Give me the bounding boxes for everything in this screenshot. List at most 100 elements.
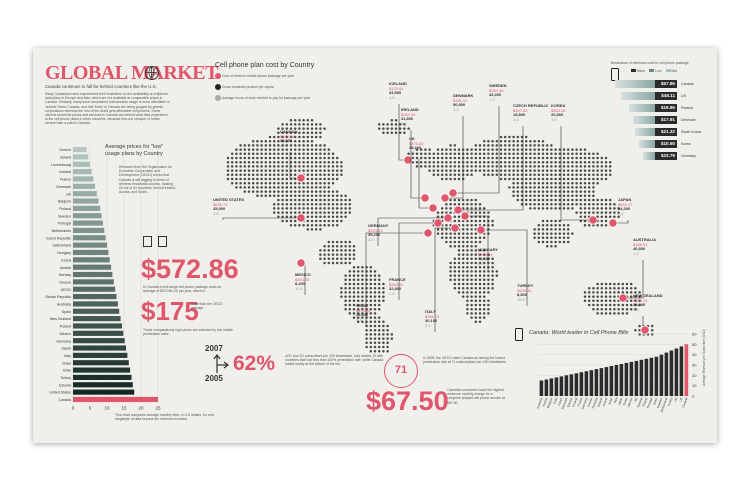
more-big-number: $175 [141, 296, 199, 326]
map-dot [491, 223, 494, 227]
map-dot [487, 291, 490, 294]
map-dot [482, 278, 486, 282]
country-marker[interactable] [640, 325, 650, 335]
map-dot [613, 299, 616, 303]
map-dot [617, 207, 620, 210]
map-dot [579, 160, 583, 164]
map-dot [436, 228, 440, 231]
map-dot [256, 186, 259, 189]
map-dot [369, 320, 373, 324]
country-marker[interactable] [440, 193, 450, 203]
map-dot [390, 337, 394, 340]
country-marker[interactable] [296, 213, 306, 223]
map-dot [365, 341, 368, 345]
map-dot [436, 169, 440, 172]
map-dot [298, 156, 301, 160]
map-dot [361, 274, 364, 277]
map-dot [495, 165, 499, 168]
category-label: Denmark [561, 397, 569, 410]
map-dot [508, 135, 511, 139]
map-dot [478, 160, 482, 164]
page-title: GLOBAL MARKET [45, 62, 218, 84]
map-dot [541, 198, 545, 202]
map-dot [419, 156, 423, 160]
map-dot [587, 198, 591, 202]
country-marker[interactable] [296, 173, 306, 183]
map-dot [293, 160, 297, 164]
map-dot [482, 274, 486, 277]
map-dot [554, 165, 557, 168]
map-dot [302, 211, 305, 214]
map-dot [512, 165, 515, 168]
map-dot [348, 303, 352, 307]
map-dot [482, 291, 486, 294]
tick-label: 60 [692, 332, 697, 337]
map-dot [587, 291, 591, 294]
map-dot [373, 286, 377, 290]
country-name: TURKEY [517, 283, 534, 288]
country-marker[interactable] [296, 258, 306, 268]
map-dot [327, 181, 331, 185]
map-dot [327, 186, 331, 189]
map-dot [361, 320, 364, 324]
map-dot [457, 249, 461, 252]
map-dot [554, 177, 557, 181]
map-dot [474, 249, 478, 252]
bar [609, 366, 614, 396]
map-dot [499, 169, 503, 172]
country-marker[interactable] [588, 215, 598, 225]
country-marker[interactable] [443, 213, 453, 223]
bar [73, 161, 90, 167]
map-dot [390, 118, 394, 122]
map-dot [533, 186, 536, 189]
map-dot [499, 165, 503, 168]
map-dot [545, 244, 549, 248]
map-dot [247, 181, 251, 185]
map-dot [289, 160, 293, 164]
country-cost: $475.80 [356, 307, 371, 313]
map-dot [382, 299, 385, 303]
country-marker[interactable] [608, 218, 618, 228]
bar [73, 191, 97, 197]
map-dot [327, 253, 331, 256]
map-dot [562, 240, 566, 244]
country-marker[interactable] [423, 228, 433, 238]
map-dot [302, 194, 305, 198]
country-marker[interactable] [433, 218, 443, 228]
map-dot [302, 127, 305, 130]
map-dot [545, 177, 549, 181]
country-marker[interactable] [476, 225, 486, 235]
map-dot [634, 307, 637, 311]
map-dot [256, 169, 259, 172]
country-marker[interactable] [420, 193, 430, 203]
map-dot [239, 169, 242, 172]
country-marker[interactable] [403, 155, 413, 165]
map-dot [277, 198, 280, 202]
country-label: JAPAN $552.27 34,300 4.4 [618, 197, 632, 216]
country-marker[interactable] [448, 188, 458, 198]
map-dot [516, 186, 520, 189]
country-marker[interactable] [453, 205, 463, 215]
map-dot [348, 257, 352, 261]
country-marker[interactable] [460, 211, 470, 221]
map-dot [369, 286, 373, 290]
category-label: Hungary [57, 251, 71, 255]
map-dot [516, 148, 520, 151]
country-marker[interactable] [618, 293, 628, 303]
map-dot [545, 152, 549, 156]
map-dot [319, 257, 322, 261]
country-marker[interactable] [450, 223, 460, 233]
map-dot [516, 139, 520, 143]
country-marker[interactable] [428, 203, 438, 213]
map-dot [470, 156, 473, 160]
map-dot [344, 202, 347, 206]
category-label: Ireland [60, 156, 71, 160]
map-dot [243, 190, 247, 193]
category-label: Switzerland [659, 397, 668, 413]
category-label: Greece [586, 397, 593, 408]
map-dot [575, 190, 578, 193]
map-dot [558, 152, 562, 156]
map-dot [491, 274, 494, 277]
map-dot [335, 219, 339, 223]
map-dot [600, 291, 604, 294]
